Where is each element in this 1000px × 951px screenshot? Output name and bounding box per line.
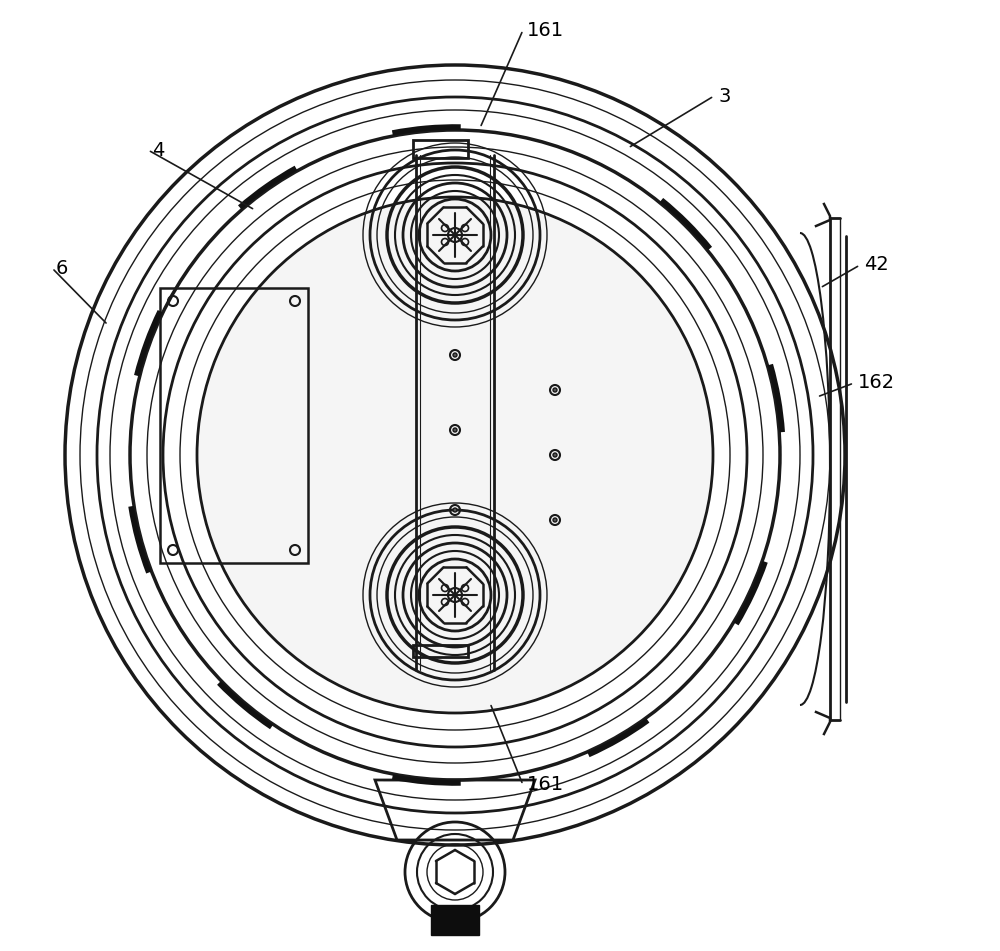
- Text: 42: 42: [864, 256, 889, 275]
- Bar: [160, 288, 308, 563]
- Text: 3: 3: [718, 87, 730, 106]
- Circle shape: [197, 197, 713, 713]
- Text: 6: 6: [56, 259, 68, 278]
- Bar: [431, 905, 479, 935]
- Circle shape: [553, 388, 557, 392]
- Text: 4: 4: [152, 141, 164, 160]
- Circle shape: [453, 428, 457, 432]
- Text: 161: 161: [527, 775, 564, 794]
- Bar: [413, 140, 468, 158]
- Text: 161: 161: [527, 21, 564, 40]
- Circle shape: [553, 518, 557, 522]
- Circle shape: [553, 453, 557, 457]
- Circle shape: [453, 353, 457, 357]
- Circle shape: [453, 508, 457, 512]
- Text: 162: 162: [858, 374, 895, 393]
- Bar: [413, 645, 468, 657]
